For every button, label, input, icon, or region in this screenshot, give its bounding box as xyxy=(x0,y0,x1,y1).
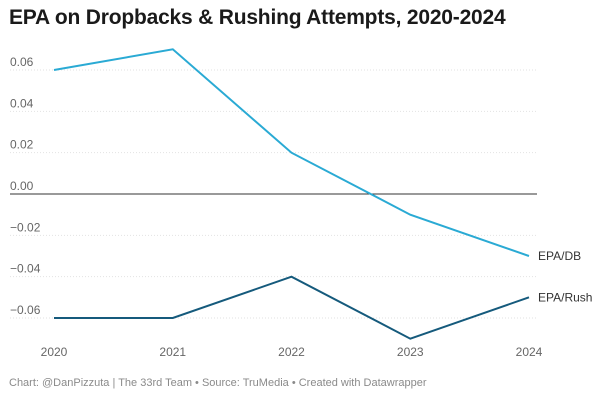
y-tick-label: −0.02 xyxy=(10,220,41,234)
x-axis-ticks: 2020 2021 2022 2023 2024 xyxy=(41,345,543,359)
series-labels: EPA/DB EPA/Rush xyxy=(538,249,592,304)
y-tick-label: 0.04 xyxy=(10,96,34,110)
x-tick-label: 2022 xyxy=(278,345,305,359)
x-tick-label: 2023 xyxy=(397,345,424,359)
x-tick-label: 2020 xyxy=(41,345,68,359)
series-label-epa-rush: EPA/Rush xyxy=(538,290,592,304)
y-tick-label: 0.02 xyxy=(10,138,34,152)
y-tick-label: −0.06 xyxy=(10,303,41,317)
series-lines xyxy=(53,48,530,340)
series-line-epa-rush xyxy=(54,275,530,340)
y-tick-label: 0.00 xyxy=(10,179,34,193)
y-tick-label: −0.04 xyxy=(10,262,41,276)
series-line-epa-db xyxy=(53,48,530,257)
x-tick-label: 2021 xyxy=(159,345,186,359)
x-tick-label: 2024 xyxy=(516,345,543,359)
y-axis-ticks: 0.06 0.04 0.02 0.00 −0.02 −0.04 −0.06 xyxy=(10,55,41,317)
chart-footer: Chart: @DanPizzuta | The 33rd Team • Sou… xyxy=(9,377,427,389)
chart-title: EPA on Dropbacks & Rushing Attempts, 202… xyxy=(9,6,506,29)
y-tick-label: 0.06 xyxy=(10,55,34,69)
series-label-epa-db: EPA/DB xyxy=(538,249,581,263)
